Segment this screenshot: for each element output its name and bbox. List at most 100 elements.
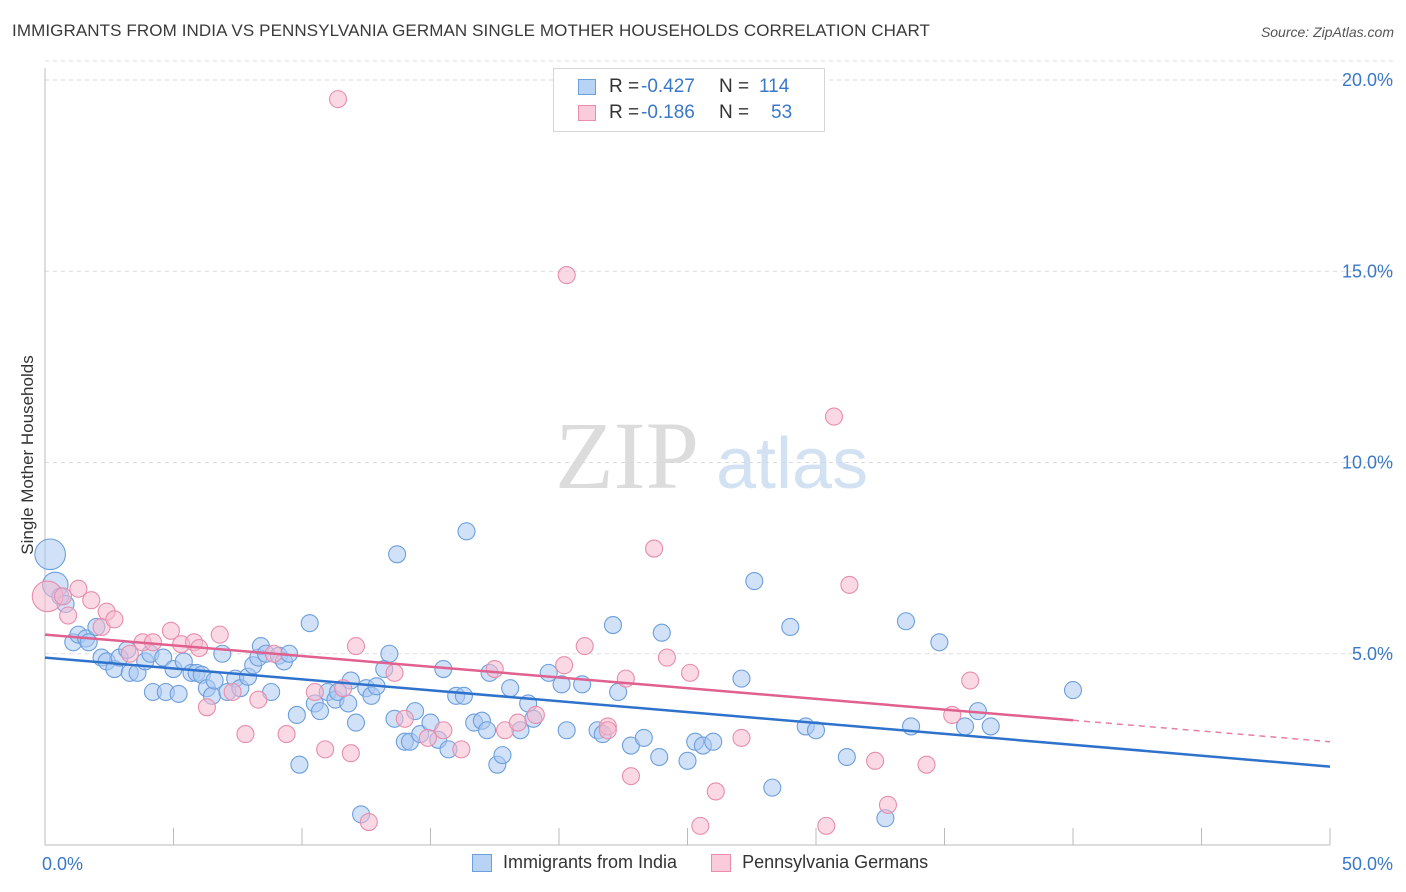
point-pa-german: [621, 767, 641, 786]
point-pa-german: [59, 606, 78, 625]
point-pa-german: [434, 721, 453, 740]
point-pa-german: [120, 644, 139, 663]
series-legend: Immigrants from India Pennsylvania Germa…: [472, 852, 928, 873]
point-pa-german: [732, 728, 751, 747]
legend-item-pa-german[interactable]: Pennsylvania Germans: [711, 852, 928, 873]
point-pa-german: [917, 755, 936, 774]
point-pa-german: [82, 591, 101, 610]
point-india: [603, 616, 623, 635]
point-pa-german: [555, 656, 574, 675]
point-pa-german: [691, 816, 710, 835]
x-tick-label: 0.0%: [42, 854, 83, 874]
trend-line-india: [44, 656, 1331, 768]
point-india: [454, 686, 473, 705]
point-india: [154, 648, 173, 667]
point-pa-german: [961, 671, 980, 690]
chart-title: IMMIGRANTS FROM INDIA VS PENNSYLVANIA GE…: [12, 21, 931, 40]
point-pa-german: [328, 90, 348, 109]
legend-item-india[interactable]: Immigrants from India: [472, 852, 677, 873]
point-pa-german: [657, 648, 676, 667]
point-pa-german: [878, 795, 898, 814]
point-india: [732, 669, 751, 688]
point-pa-german: [105, 610, 124, 629]
trend-line-pa-german: [44, 633, 1074, 722]
point-pa-german: [346, 637, 366, 656]
point-india: [388, 545, 407, 564]
point-pa-german: [598, 721, 617, 740]
point-india: [501, 679, 520, 698]
point-pa-german: [341, 744, 360, 763]
point-india: [339, 694, 358, 713]
point-india: [930, 633, 949, 652]
point-pa-german: [557, 266, 576, 285]
legend-swatch-pa-german: [711, 853, 732, 872]
trend-line-extension: [1072, 719, 1331, 743]
point-pa-german: [526, 705, 545, 725]
point-pa-german: [706, 782, 725, 801]
point-india: [34, 538, 66, 571]
legend-row-india: R = -0.427 N = 114: [578, 76, 789, 98]
watermark: ZIP atlas: [555, 402, 868, 509]
point-india: [781, 617, 800, 637]
point-pa-german: [249, 690, 268, 709]
legend-swatch-blue: [578, 79, 596, 95]
point-india: [169, 684, 188, 703]
grid: [45, 60, 1395, 655]
point-india: [896, 612, 916, 631]
point-pa-german: [69, 579, 88, 598]
source-credit[interactable]: Source: ZipAtlas.com: [1260, 24, 1394, 40]
point-india: [650, 747, 669, 767]
x-tick-label: 50.0%: [1342, 854, 1393, 874]
point-pa-german: [53, 587, 73, 606]
point-india: [290, 755, 309, 774]
point-pa-german: [418, 728, 437, 747]
axes: [44, 68, 1331, 846]
point-pa-german: [824, 407, 844, 426]
point-pa-german: [485, 659, 504, 679]
legend-swatch-pink: [578, 105, 596, 121]
point-pa-german: [305, 682, 324, 702]
legend-r-value: -0.427: [641, 76, 695, 97]
point-india: [287, 705, 306, 725]
point-pa-german: [161, 621, 180, 640]
point-india: [552, 675, 571, 694]
point-india: [310, 702, 330, 721]
point-india: [457, 522, 476, 541]
point-pa-german: [197, 698, 216, 717]
point-india: [380, 644, 399, 663]
point-india: [300, 614, 319, 633]
point-pa-german: [385, 663, 404, 682]
watermark-zip: ZIP: [555, 402, 699, 509]
point-pa-german: [210, 625, 229, 644]
point-india: [346, 713, 366, 732]
point-pa-german: [452, 740, 471, 759]
point-pa-german: [395, 709, 414, 728]
y-tick-label: 5.0%: [1352, 644, 1393, 664]
point-pa-german: [840, 575, 859, 594]
legend-n-value: 114: [759, 76, 790, 97]
point-pa-german: [223, 682, 242, 702]
trend-lines: [44, 633, 1331, 768]
y-axis-label: Single Mother Households: [18, 355, 37, 554]
data-points: [31, 90, 1083, 835]
y-tick-label: 20.0%: [1342, 70, 1393, 90]
watermark-atlas: atlas: [716, 424, 868, 504]
point-pa-german: [359, 812, 378, 832]
point-india: [634, 728, 653, 747]
legend-n-label: N =: [719, 76, 750, 97]
point-india: [745, 572, 764, 591]
legend-r-label: R =: [609, 102, 640, 123]
y-tick-label: 10.0%: [1342, 453, 1393, 473]
point-india: [493, 746, 512, 765]
legend-row-pa-german: R = -0.186 N = 53: [578, 102, 792, 124]
legend-swatch-india: [472, 853, 492, 872]
legend-r-label: R =: [609, 76, 640, 97]
point-pa-german: [236, 725, 255, 744]
point-india: [652, 623, 671, 642]
point-india: [477, 721, 497, 740]
point-pa-german: [866, 751, 885, 770]
tick-labels: 5.0% 10.0% 15.0% 20.0% 0.0% 50.0%: [42, 70, 1393, 874]
point-india: [763, 778, 782, 797]
point-india: [837, 747, 856, 767]
